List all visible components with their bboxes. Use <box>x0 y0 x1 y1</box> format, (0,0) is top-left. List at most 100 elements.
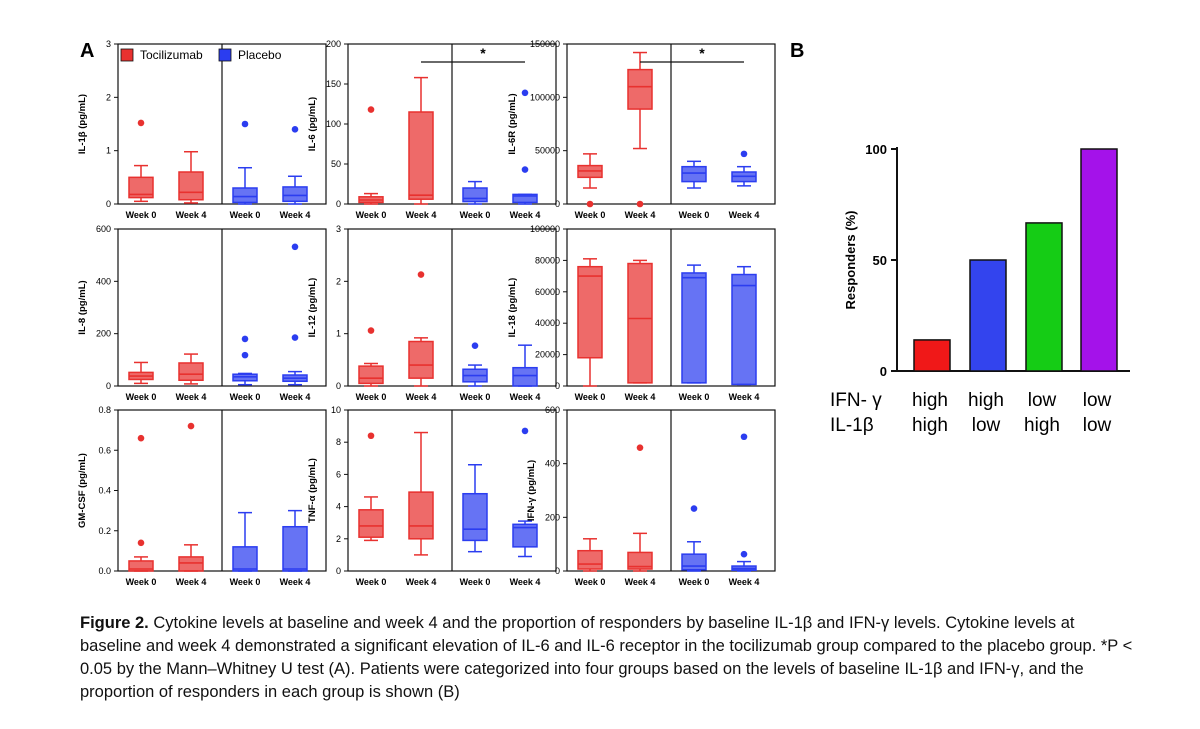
y-tick-label: 4 <box>336 502 341 512</box>
panel-b-responders-chart: 0 50 100 Responders (%) high high high low low hi… <box>830 142 1130 436</box>
x-tick-label: Week 0 <box>575 210 606 220</box>
box-placebo-week-0 <box>462 180 488 205</box>
y-tick-label: 0 <box>555 381 560 391</box>
y-tick-label: 400 <box>545 459 560 469</box>
outlier-point <box>521 89 529 97</box>
y-tick-label: 0 <box>336 381 341 391</box>
il1b-level-label: high <box>912 415 948 436</box>
outlier-point <box>740 150 748 158</box>
caption-text: Cytokine levels at baseline and week 4 a… <box>80 614 1133 701</box>
y-tick-label: 0 <box>555 566 560 576</box>
box-placebo-week-4 <box>731 265 757 386</box>
box-iqr <box>358 509 384 538</box>
box-plot-gmcsf: 0.0 0.2 0.4 0.6 0.8 GM-CSF (pg/mL) Week 0 Week … <box>77 405 327 587</box>
box-plot-il6: 0 50 100 150 200 IL-6 (pg/mL) Week 0 Week 4 Week… <box>307 39 557 220</box>
box-iqr <box>681 553 707 571</box>
box-iqr <box>512 523 538 548</box>
box-placebo-week-0 <box>681 505 707 572</box>
y-tick-label: 0 <box>336 566 341 576</box>
x-tick-label: Week 0 <box>126 577 157 587</box>
box-placebo-week-4 <box>512 344 538 387</box>
box-iqr <box>408 340 434 379</box>
x-tick-label: Week 4 <box>729 577 760 587</box>
box-tocilizumab-week-4 <box>408 431 434 556</box>
box-tocilizumab-week-4 <box>178 353 204 385</box>
box-placebo-week-0 <box>681 264 707 384</box>
y-tick-label: 8 <box>336 437 341 447</box>
panel-label-b: B <box>790 40 804 62</box>
x-tick-label: Week 4 <box>510 392 541 402</box>
figure-caption: Figure 2. Cytokine levels at baseline an… <box>80 612 1140 704</box>
panel-a-plots: 0 1 2 3 IL-1β (pg/mL) Week 0 Week 4 Week 0 Week … <box>77 39 776 587</box>
outlier-point <box>291 243 299 251</box>
y-tick-label: 200 <box>326 39 341 49</box>
y-tick-label: 20000 <box>535 350 560 360</box>
box-iqr <box>128 560 154 572</box>
box-placebo-week-0 <box>681 160 707 189</box>
y-tick-label: 0.4 <box>98 486 111 496</box>
ifng-level-label: low <box>1083 390 1112 411</box>
box-iqr <box>282 186 308 203</box>
y-tick-label: 1 <box>106 146 111 156</box>
box-tocilizumab-week-0 <box>577 153 603 208</box>
x-tick-label: Week 0 <box>575 392 606 402</box>
x-tick-label: Week 4 <box>510 577 541 587</box>
box-iqr <box>178 362 204 381</box>
x-tick-label: Week 0 <box>679 392 710 402</box>
box-tocilizumab-week-4 <box>627 444 653 572</box>
box-tocilizumab-week-0 <box>358 106 384 205</box>
outlier-point <box>187 422 195 430</box>
ifng-level-label: low <box>1028 390 1057 411</box>
box-tocilizumab-week-0 <box>128 119 154 203</box>
box-plot-ifng: 0 200 400 600 IFN-γ (pg/mL) Week 0 Week 4 Week … <box>526 405 776 587</box>
box-iqr <box>681 165 707 183</box>
x-tick-label: Week 4 <box>625 577 656 587</box>
y-tick-label: 2 <box>336 534 341 544</box>
il1b-level-label: high <box>1024 415 1060 436</box>
box-plot-il6r: 0 50000 100000 150000 IL-6R (pg/mL) Week 0 Wee… <box>507 39 776 220</box>
box-tocilizumab-week-4 <box>627 51 653 208</box>
y-tick-label: 600 <box>545 405 560 415</box>
outlier-point <box>241 120 249 128</box>
responder-bar-low-low <box>1080 148 1118 372</box>
box-iqr <box>462 492 488 542</box>
box-placebo-week-4 <box>282 509 308 572</box>
box-iqr <box>627 551 653 570</box>
y-tick-label: 0 <box>555 199 560 209</box>
outlier-point <box>291 126 299 133</box>
x-tick-label: Week 4 <box>280 392 311 402</box>
y-axis-label: IL-6R (pg/mL) <box>507 93 518 154</box>
outlier-point <box>367 327 375 334</box>
outlier-point <box>690 505 698 512</box>
x-tick-label: Week 0 <box>356 210 387 220</box>
box-tocilizumab-week-0 <box>577 258 603 387</box>
y-tick-label: 100 <box>326 119 341 129</box>
box-iqr <box>627 68 653 110</box>
box-placebo-week-4 <box>512 89 538 205</box>
panel-label-a: A <box>80 40 94 62</box>
x-tick-label: Week 4 <box>176 210 207 220</box>
y-tick-label: 200 <box>96 329 111 339</box>
box-iqr <box>178 556 204 572</box>
box-iqr <box>178 171 204 201</box>
y-tick-label: 10 <box>331 405 341 415</box>
x-tick-label: Week 4 <box>406 577 437 587</box>
il1b-level-label: low <box>1083 415 1112 436</box>
y-tick-label: 60000 <box>535 287 560 297</box>
outlier-point <box>241 351 249 359</box>
y-tick-label: 100000 <box>530 224 560 234</box>
outlier-point <box>740 550 748 558</box>
outlier-point <box>291 334 299 341</box>
figure-2: A B 0 1 2 3 IL-1β (pg/mL) Week 0 Week 4 Week 0 W… <box>77 39 1130 587</box>
y-tick-label: 0.0 <box>98 566 111 576</box>
responder-bar-high-high <box>913 339 951 372</box>
y-axis-label: IL-6 (pg/mL) <box>307 97 318 151</box>
placebo-legend-label: Placebo <box>238 48 282 62</box>
y-axis-label: IFN-γ (pg/mL) <box>526 460 537 521</box>
box-placebo-week-4 <box>282 243 308 386</box>
box-iqr <box>128 176 154 199</box>
y-tick-label: 3 <box>336 224 341 234</box>
y-tick-label: 100 <box>865 142 887 157</box>
box-plot-il12: 0 1 2 3 IL-12 (pg/mL) Week 0 Week 4 Week 0 Week … <box>307 224 557 402</box>
y-axis-label: TNF-α (pg/mL) <box>307 458 318 523</box>
